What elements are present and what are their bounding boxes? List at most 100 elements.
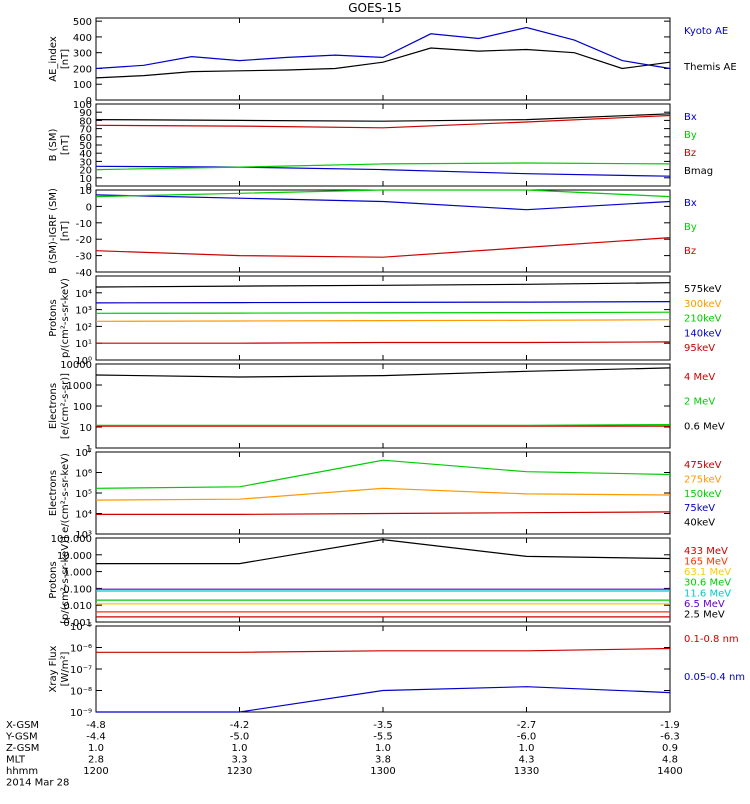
ytick-label-2-2: -20 [76,235,92,246]
footer-label-3: MLT [6,755,26,766]
footer-cell-0-1: -4.2 [230,720,250,731]
ytick-label-4-0: 1 [86,444,92,455]
chart-title: GOES-15 [348,1,402,15]
legend-3-2: 210keV [684,314,722,325]
ylabel-3-0: Protons [48,299,59,336]
legend-6-0: 433 MeV [684,546,728,557]
series-line-4-2 [95,367,671,378]
legend-5-4: 40keV [684,518,715,529]
footer-cell-3-4: 4.8 [662,755,678,766]
series-line-7-0 [96,647,671,653]
footer-cell-4-2: 1300 [370,766,395,777]
footer-label-4: hhmm [6,766,38,777]
panel-frame-2 [95,189,671,273]
footer-cell-1-4: -6.3 [660,732,680,743]
footer-cell-2-3: 1.0 [519,743,535,754]
footer-cell-2-2: 1.0 [375,743,391,754]
ytick-label-0-0: 0 [86,96,92,107]
ytick-label-5-2: 10⁵ [75,489,92,500]
ytick-label-6-4: 10.000 [57,551,92,562]
ytick-label-1-0: 0 [86,182,92,193]
legend-7-0: 0.1-0.8 nm [684,634,739,645]
ylabel-4-0: Electrons [48,383,59,429]
footer-cell-2-0: 1.0 [88,743,104,754]
ytick-label-2-5: 10 [79,186,92,197]
series-line-5-0 [96,511,671,515]
legend-1-0: Bx [684,112,697,123]
footer-cell-4-1: 1230 [227,766,252,777]
panel-frame-6 [95,537,671,623]
ytick-label-5-3: 10⁶ [75,469,92,480]
footer-cell-3-0: 2.8 [88,755,104,766]
ytick-label-6-5: 100.000 [51,534,92,545]
footer-cell-1-0: -4.4 [86,732,106,743]
ytick-label-7-2: 10⁻⁷ [70,665,92,676]
ytick-label-5-1: 10⁴ [75,510,92,521]
legend-4-0: 4 MeV [684,372,715,383]
legend-6-2: 63.1 MeV [684,567,731,578]
legend-1-3: Bmag [684,166,713,177]
footer-label-2: Z-GSM [6,743,39,754]
ylabel-7-1: [W/m²] [60,651,71,686]
ytick-label-4-3: 1000 [67,381,92,392]
series-line-3-4 [96,341,671,344]
ylabel-6-1: [p/(cm²-s-sr-keV)] [60,536,71,624]
ytick-label-1-10: 100 [73,100,92,111]
ytick-label-5-0: 10³ [75,530,92,541]
footer-cell-1-1: -5.0 [230,732,250,743]
legend-7-1: 0.05-0.4 nm [684,672,745,683]
ytick-label-7-0: 10⁻⁹ [70,708,92,719]
ylabel-2-1: [nT] [60,221,71,241]
legend-3-0: 575keV [684,284,722,295]
series-line-2-0 [95,194,671,211]
ytick-label-0-4: 400 [73,33,92,44]
footer-cell-1-2: -5.5 [373,732,393,743]
series-line-6-6 [96,538,671,565]
legend-6-1: 165 MeV [684,557,728,568]
footer-cell-2-1: 1.0 [232,743,248,754]
ytick-label-7-3: 10⁻⁶ [70,644,92,655]
series-line-4-1 [96,424,671,426]
series-line-7-1 [96,686,671,713]
ytick-label-7-1: 10⁻⁸ [70,687,92,698]
legend-6-3: 30.6 MeV [684,578,731,589]
ylabel-1-0: B (SM) [48,128,59,161]
ylabel-1-1: [nT] [60,135,71,155]
ytick-label-3-1: 10¹ [75,339,92,350]
series-line-3-0 [95,282,671,288]
series-line-5-2 [95,459,671,489]
ylabel-0-1: [nT] [60,49,71,69]
footer-label-1: Y-GSM [5,732,38,743]
ytick-label-2-1: -30 [76,252,92,263]
legend-5-0: 475keV [684,460,722,471]
ytick-label-3-4: 10⁴ [75,289,92,300]
ylabel-2-0: B (SM)-IGRF (SM) [48,188,59,274]
ytick-label-6-0: 0.001 [63,618,92,629]
series-line-1-2 [95,114,671,129]
legend-5-3: 75keV [684,503,715,514]
ylabel-5-1: e/(cm²-s-sr-keV) [60,453,71,533]
ytick-label-1-5: 50 [79,141,92,152]
series-line-0-1 [95,47,671,79]
legend-3-3: 140keV [684,328,722,339]
ytick-label-7-4: 10⁻⁵ [70,622,92,633]
footer-cell-3-2: 3.8 [375,755,391,766]
ytick-label-1-9: 90 [79,108,92,119]
panel-frame-0 [95,17,671,101]
series-line-2-2 [95,237,671,258]
panel-frame-7 [95,625,671,713]
ytick-label-0-2: 200 [73,64,92,75]
series-line-1-1 [95,162,671,171]
ytick-label-1-3: 30 [79,157,92,168]
ylabel-4-1: [e/(cm²-s-sr)] [60,373,71,439]
series-line-0-0 [95,26,671,70]
legend-3-1: 300keV [684,299,722,310]
footer-cell-4-0: 1200 [83,766,108,777]
series-line-5-1 [95,487,671,501]
legend-6-4: 11.6 MeV [684,588,731,599]
ytick-label-4-1: 10 [79,423,92,434]
panel-frame-5 [95,451,671,535]
ylabel-3-1: p/(cm²-s-sr-keV) [60,278,71,358]
